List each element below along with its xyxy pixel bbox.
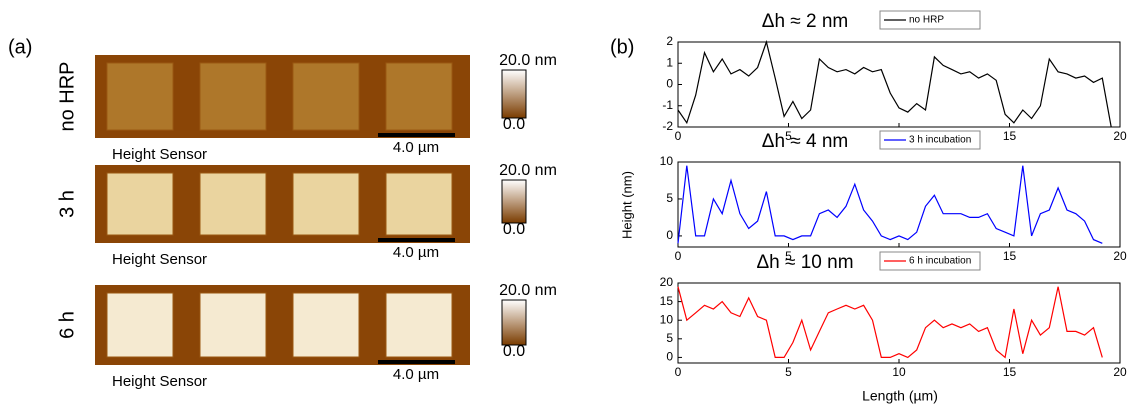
y-tick-label: 0	[666, 228, 673, 242]
x-tick-label: 15	[1003, 249, 1017, 263]
colorbar-min: 0.0	[503, 221, 525, 238]
pattern-square	[385, 62, 453, 131]
x-tick-label: 15	[1003, 129, 1017, 143]
legend-box	[879, 251, 981, 271]
x-tick-label: 5	[785, 249, 792, 263]
x-tick-label: 0	[675, 129, 682, 143]
pattern-square	[199, 172, 267, 236]
colorbar	[501, 299, 527, 346]
colorbar	[501, 69, 527, 119]
scale-bar-label: 4.0 µm	[393, 366, 439, 383]
row-label: 3 h	[56, 190, 78, 218]
legend-label: no HRP	[909, 15, 944, 26]
pattern-square	[106, 292, 174, 358]
pattern-square	[385, 292, 453, 358]
panel-label: (a)	[8, 36, 32, 58]
y-tick-label: 5	[666, 331, 673, 345]
row-label: 6 h	[56, 311, 78, 339]
x-tick-label: 0	[675, 249, 682, 263]
scale-bar-label: 4.0 µm	[393, 139, 439, 156]
y-tick-label: 1	[666, 55, 673, 69]
y-tick-label: 5	[666, 191, 673, 205]
row-label: no HRP	[56, 61, 78, 131]
legend-box	[879, 130, 981, 150]
y-tick-label: 20	[660, 275, 674, 289]
x-tick-label: 5	[785, 365, 792, 379]
plot-frame	[677, 161, 1121, 248]
line-series	[677, 165, 1103, 244]
chart-title: Δh ≈ 4 nm	[762, 131, 848, 152]
line-series	[677, 286, 1103, 359]
y-tick-label: 0	[666, 350, 673, 364]
y-tick-label: 10	[660, 312, 674, 326]
x-tick-label: 20	[1113, 249, 1127, 263]
pattern-square	[199, 292, 267, 358]
legend-label: 3 h incubation	[909, 135, 971, 146]
legend-box	[879, 10, 981, 30]
sensor-label: Height Sensor	[112, 251, 207, 268]
colorbar-max: 20.0 nm	[499, 162, 557, 179]
colorbar-max: 20.0 nm	[499, 282, 557, 299]
sensor-label: Height Sensor	[112, 373, 207, 390]
x-tick-label: 20	[1113, 129, 1127, 143]
colorbar-max: 20.0 nm	[499, 52, 557, 69]
x-tick-label: 20	[1113, 365, 1127, 379]
colorbar-min: 0.0	[503, 343, 525, 360]
pattern-square	[292, 172, 360, 236]
pattern-square	[385, 172, 453, 236]
y-tick-label: -2	[662, 119, 673, 133]
y-tick-label: 10	[660, 154, 674, 168]
x-tick-label: 0	[675, 365, 682, 379]
y-tick-label: -1	[662, 98, 673, 112]
scale-bar-label: 4.0 µm	[393, 244, 439, 261]
x-tick-label: 10	[892, 365, 906, 379]
pattern-square	[106, 62, 174, 131]
pattern-square	[292, 292, 360, 358]
x-tick-label: 5	[785, 129, 792, 143]
plot-frame	[677, 41, 1121, 128]
sensor-label: Height Sensor	[112, 146, 207, 163]
colorbar	[501, 179, 527, 224]
panel-label: (b)	[610, 36, 634, 58]
y-tick-label: 2	[666, 34, 673, 48]
pattern-square	[106, 172, 174, 236]
pattern-square	[199, 62, 267, 131]
y-tick-label: 0	[666, 77, 673, 91]
plot-frame	[677, 282, 1121, 364]
pattern-square	[292, 62, 360, 131]
x-tick-label: 15	[1003, 365, 1017, 379]
line-series	[677, 39, 1112, 128]
chart-title: Δh ≈ 2 nm	[762, 11, 848, 32]
y-axis-label: Height (nm)	[619, 171, 634, 239]
x-axis-label: Length (µm)	[862, 388, 938, 404]
y-tick-label: 15	[660, 294, 674, 308]
colorbar-min: 0.0	[503, 116, 525, 133]
legend-label: 6 h incubation	[909, 256, 971, 267]
chart-title: Δh ≈ 10 nm	[756, 252, 853, 273]
